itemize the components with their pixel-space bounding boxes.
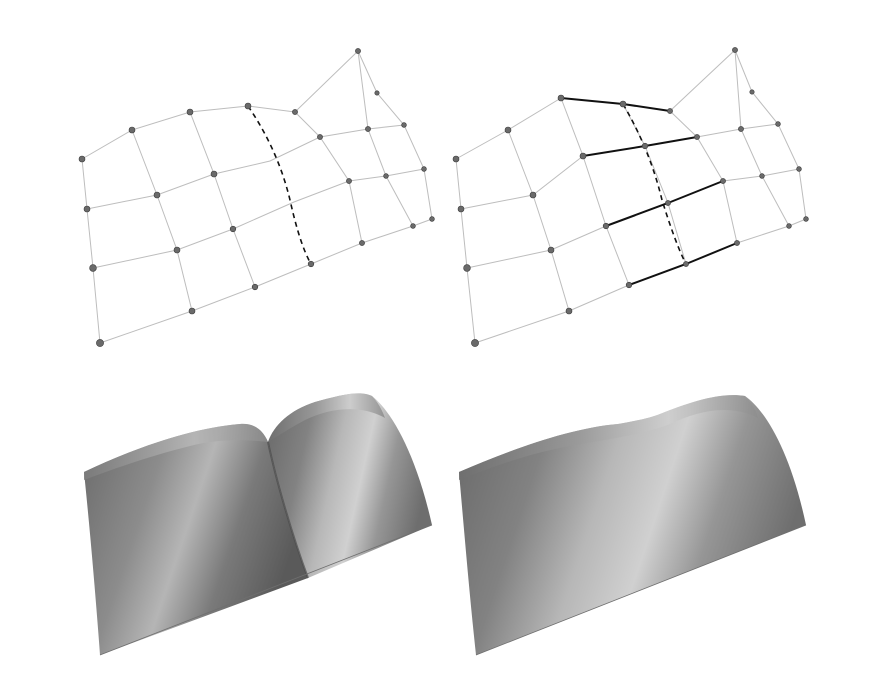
control-points: [452, 47, 809, 347]
surface-top-edge: [459, 395, 758, 480]
surface-after-refinement: [459, 395, 807, 656]
mesh-grid-lines: [81, 50, 433, 344]
control-points: [78, 48, 435, 347]
surface-patch-left: [84, 423, 308, 655]
surface-bottom-edge: [475, 524, 807, 656]
surface-top-edge-left: [84, 423, 268, 480]
surface-body: [459, 395, 806, 655]
refined-mesh-edges: [560, 97, 738, 286]
surface-before-refinement: [84, 393, 433, 656]
knot-line-dashed: [247, 105, 312, 265]
surface-bottom-edge: [99, 524, 433, 656]
surface-patch-right: [268, 393, 432, 578]
knot-line-dashed: [622, 103, 687, 265]
control-mesh-before: [78, 48, 435, 347]
surface-top-edge-right: [268, 393, 385, 442]
control-mesh-after: [452, 47, 809, 347]
surface-crease: [267, 441, 309, 579]
